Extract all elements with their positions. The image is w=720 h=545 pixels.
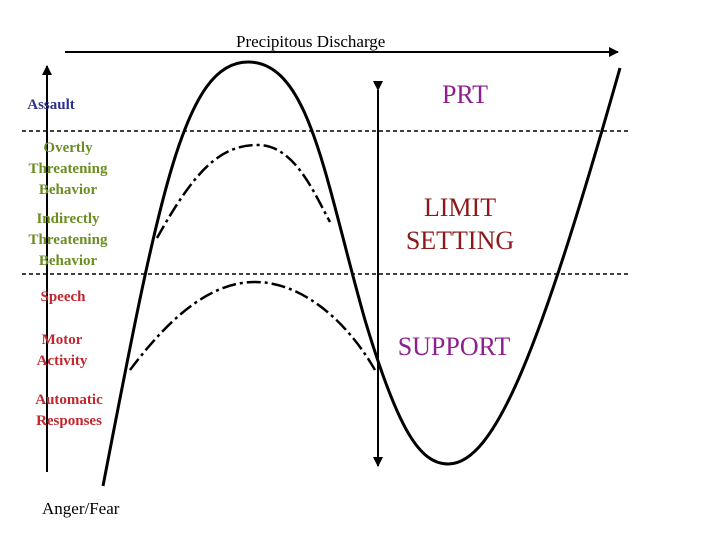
response-prt: PRT [441,80,489,109]
upper-dashdot-curve [155,143,332,239]
response-limit-setting: LIMIT SETTING [405,193,515,255]
lower-dashdot-curve [129,280,377,371]
response-support: SUPPORT [397,332,511,361]
level-automatic-responses: Automatic Responses [35,392,103,429]
level-assault: Assault [27,97,75,113]
level-overtly-threatening: Overtly Threatening Behavior [28,140,108,198]
level-indirectly-threatening: Indirectly Threatening Behavior [28,211,108,269]
escalation-curve [101,60,622,487]
level-speech: Speech [40,289,86,305]
precipitous-discharge-label: Precipitous Discharge [236,32,386,51]
anger-fear-label: Anger/Fear [42,499,120,518]
level-motor-activity: Motor Activity [36,332,88,369]
